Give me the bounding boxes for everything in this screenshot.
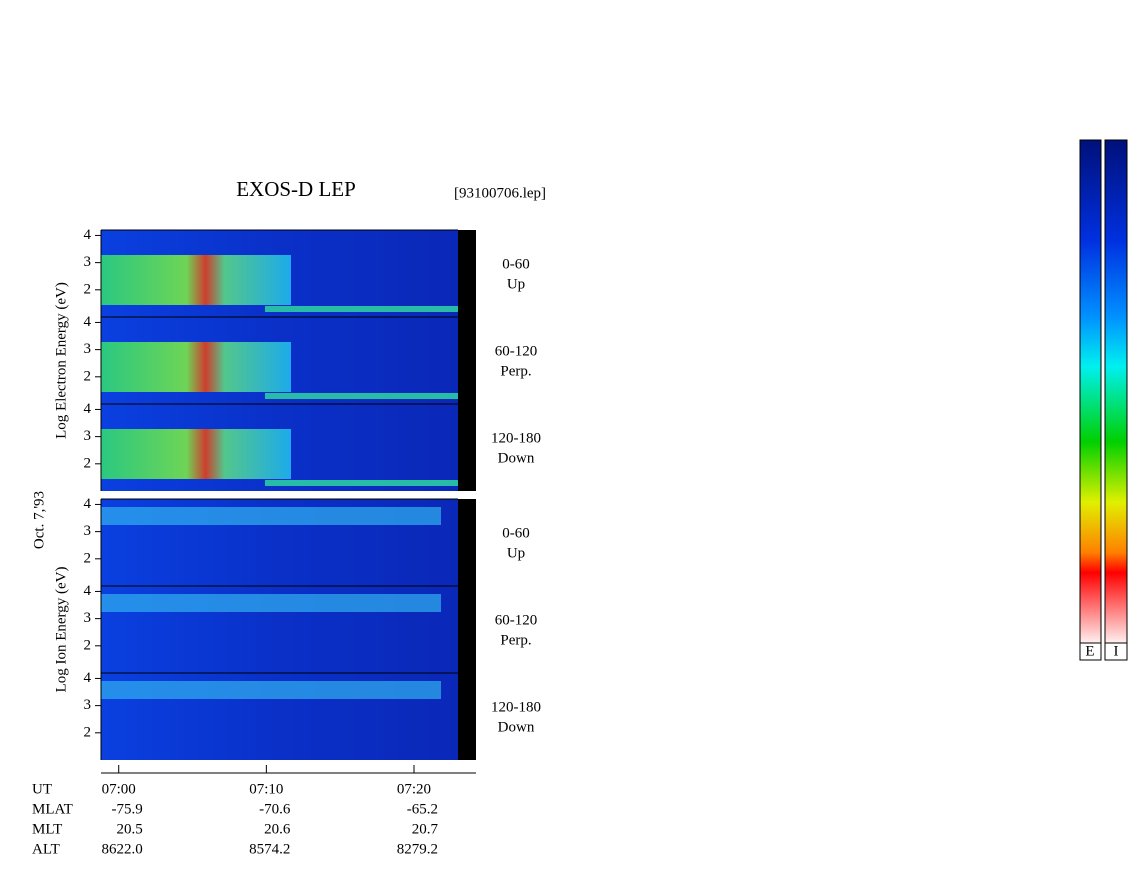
y-tick-label: 3 (84, 428, 92, 444)
y-tick-label: 4 (84, 314, 92, 330)
date-label: Oct. 7,'93 (31, 491, 47, 549)
ephemeris-value: 20.7 (412, 821, 439, 837)
ephemeris-value: 8279.2 (397, 841, 438, 857)
y-tick-label: 3 (84, 341, 92, 357)
ephemeris-value: 8622.0 (101, 841, 142, 857)
ephemeris-name: MLAT (32, 801, 73, 817)
spectrogram-band (101, 342, 291, 392)
data-gap (458, 230, 476, 317)
ephemeris-name: ALT (32, 841, 60, 857)
x-tick-label: 07:00 (102, 781, 136, 797)
colorbar (1104, 139, 1128, 644)
y-tick-label: 4 (84, 401, 92, 417)
ephemeris-value: -75.9 (111, 801, 142, 817)
panel-label: 120-180 (491, 430, 541, 446)
panel-label: 60-120 (495, 343, 538, 359)
x-tick-label: 07:10 (249, 781, 283, 797)
panel-label: 120-180 (491, 699, 541, 715)
y-axis-label: Log Ion Energy (eV) (53, 567, 69, 693)
y-tick-label: 4 (84, 583, 92, 599)
y-tick-label: 3 (84, 523, 92, 539)
data-gap (458, 499, 476, 586)
colorbar-label: I (1114, 643, 1119, 659)
spectrogram-band (265, 306, 458, 312)
spectrogram-band (101, 429, 291, 479)
ephemeris-name: MLT (32, 821, 62, 837)
data-gap (458, 404, 476, 491)
x-axis-label: UT (32, 781, 52, 797)
colorbar-label: E (1085, 643, 1094, 659)
ephemeris-value: -70.6 (259, 801, 291, 817)
panel-label: Down (498, 719, 535, 735)
colorbar-label-box (1079, 642, 1102, 661)
panel-label: 60-120 (495, 612, 538, 628)
chart-title: EXOS-D LEP (236, 177, 356, 201)
data-gap (458, 586, 476, 673)
y-tick-label: 3 (84, 610, 92, 626)
y-tick-label: 2 (84, 637, 92, 653)
panel-label: Up (507, 276, 525, 292)
y-tick-label: 2 (84, 455, 92, 471)
colorbars: E I (1079, 139, 1128, 661)
y-tick-label: 4 (84, 496, 92, 512)
colorbar-label-box (1104, 642, 1128, 661)
panel-label: Perp. (500, 363, 531, 379)
file-name: [93100706.lep] (454, 185, 546, 201)
panel-label: Down (498, 450, 535, 466)
ephemeris-value: 20.5 (116, 821, 142, 837)
y-tick-label: 4 (84, 227, 92, 243)
y-tick-label: 3 (84, 697, 92, 713)
spectrogram-band (101, 255, 291, 305)
x-tick-label: 07:20 (397, 781, 431, 797)
y-tick-label: 2 (84, 281, 92, 297)
colorbar (1079, 139, 1102, 644)
panel-label: 0-60 (502, 256, 530, 272)
y-tick-label: 2 (84, 550, 92, 566)
panel-label: Perp. (500, 632, 531, 648)
y-tick-label: 4 (84, 670, 92, 686)
spectrogram-band (101, 681, 441, 699)
y-tick-label: 2 (84, 368, 92, 384)
spectrogram-band (265, 480, 458, 486)
y-axis-label: Log Electron Energy (eV) (53, 282, 69, 439)
spectrogram-band (101, 594, 441, 612)
panel-label: Up (507, 545, 525, 561)
ephemeris-value: 8574.2 (249, 841, 290, 857)
spectrogram-band (265, 393, 458, 399)
panel-label: 0-60 (502, 525, 530, 541)
ephemeris-value: 20.6 (264, 821, 291, 837)
spectrogram-band (101, 507, 441, 525)
ephemeris-value: -65.2 (407, 801, 438, 817)
data-gap (458, 317, 476, 404)
data-gap (458, 673, 476, 760)
y-tick-label: 3 (84, 254, 92, 270)
y-tick-label: 2 (84, 724, 92, 740)
